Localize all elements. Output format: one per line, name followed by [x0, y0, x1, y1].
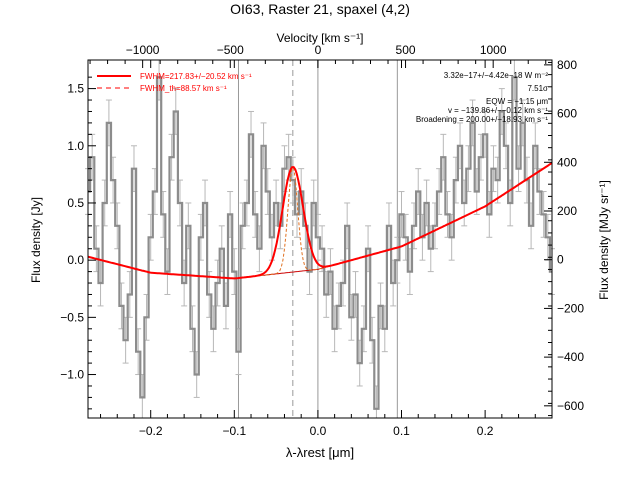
y2-tick-label: −400 [557, 350, 584, 364]
y-tick-label: 0.5 [67, 196, 84, 210]
y2-tick-label: 800 [557, 58, 577, 72]
x-tick-label: −0.2 [139, 424, 163, 438]
y2-tick-label: 0 [557, 253, 564, 267]
y-tick-label: 1.5 [67, 82, 84, 96]
gaussian-fit-line [87, 162, 553, 280]
y2-tick-label: 200 [557, 204, 577, 218]
y-axis-label: Flux density [Jy] [29, 197, 43, 283]
x-tick-label: 0.1 [393, 424, 410, 438]
chart-title: OI63, Raster 21, spaxel (4,2) [230, 1, 410, 17]
plot-frame [87, 59, 553, 419]
annotation-broadening: Broadening = 200.00+/−18.93 km s⁻¹ [416, 115, 548, 124]
velocity-tick-label: 1000 [480, 43, 507, 57]
velocity-tick-label: 500 [396, 43, 416, 57]
y-tick-label: −1.0 [60, 368, 84, 382]
x-tick-label: −0.1 [222, 424, 246, 438]
plot-area [85, 59, 555, 419]
velocity-tick-label: −1000 [126, 43, 160, 57]
y2-axis-label: Flux density [MJy sr⁻¹] [597, 180, 611, 300]
spectrum-histogram [88, 76, 552, 410]
annotation-significance: 7.51σ [527, 84, 548, 93]
velocity-tick-label: 0 [315, 43, 322, 57]
velocity-axis-label: Velocity [km s⁻¹] [276, 31, 363, 45]
y2-tick-label: −600 [557, 399, 584, 413]
y2-tick-label: 400 [557, 155, 577, 169]
y2-tick-label: −200 [557, 301, 584, 315]
y-tick-label: 1.0 [67, 139, 84, 153]
annotation-eqw: EQW = −1.15 μm [486, 97, 548, 106]
legend-fwhm-thermal-label: FWHM_th=88.57 km s⁻¹ [140, 84, 227, 93]
x-axis-label: λ-λrest [μm] [286, 445, 354, 460]
annotation-line-flux: 3.32e−17+/−4.42e−18 W m⁻² [444, 71, 549, 80]
fit-annotations: 3.32e−17+/−4.42e−18 W m⁻² 7.51σ EQW = −1… [416, 71, 548, 124]
x-tick-label: 0.0 [310, 424, 327, 438]
legend-fwhm-label: FWHM=217.83+/−20.52 km s⁻¹ [140, 72, 252, 81]
y-tick-label: −0.5 [60, 310, 84, 324]
velocity-tick-label: −500 [217, 43, 244, 57]
y2-tick-label: 600 [557, 107, 577, 121]
annotation-velocity: v = −139.86+/−−0.12 km s⁻¹ [448, 106, 548, 115]
legend: FWHM=217.83+/−20.52 km s⁻¹ FWHM_th=88.57… [97, 72, 252, 93]
axes: −0.2 −0.1 0.0 0.1 0.2 −1000 −500 0 500 1000 −1.0 −0… [60, 43, 584, 438]
x-tick-label: 0.2 [477, 424, 494, 438]
y-tick-label: 0.0 [67, 253, 84, 267]
